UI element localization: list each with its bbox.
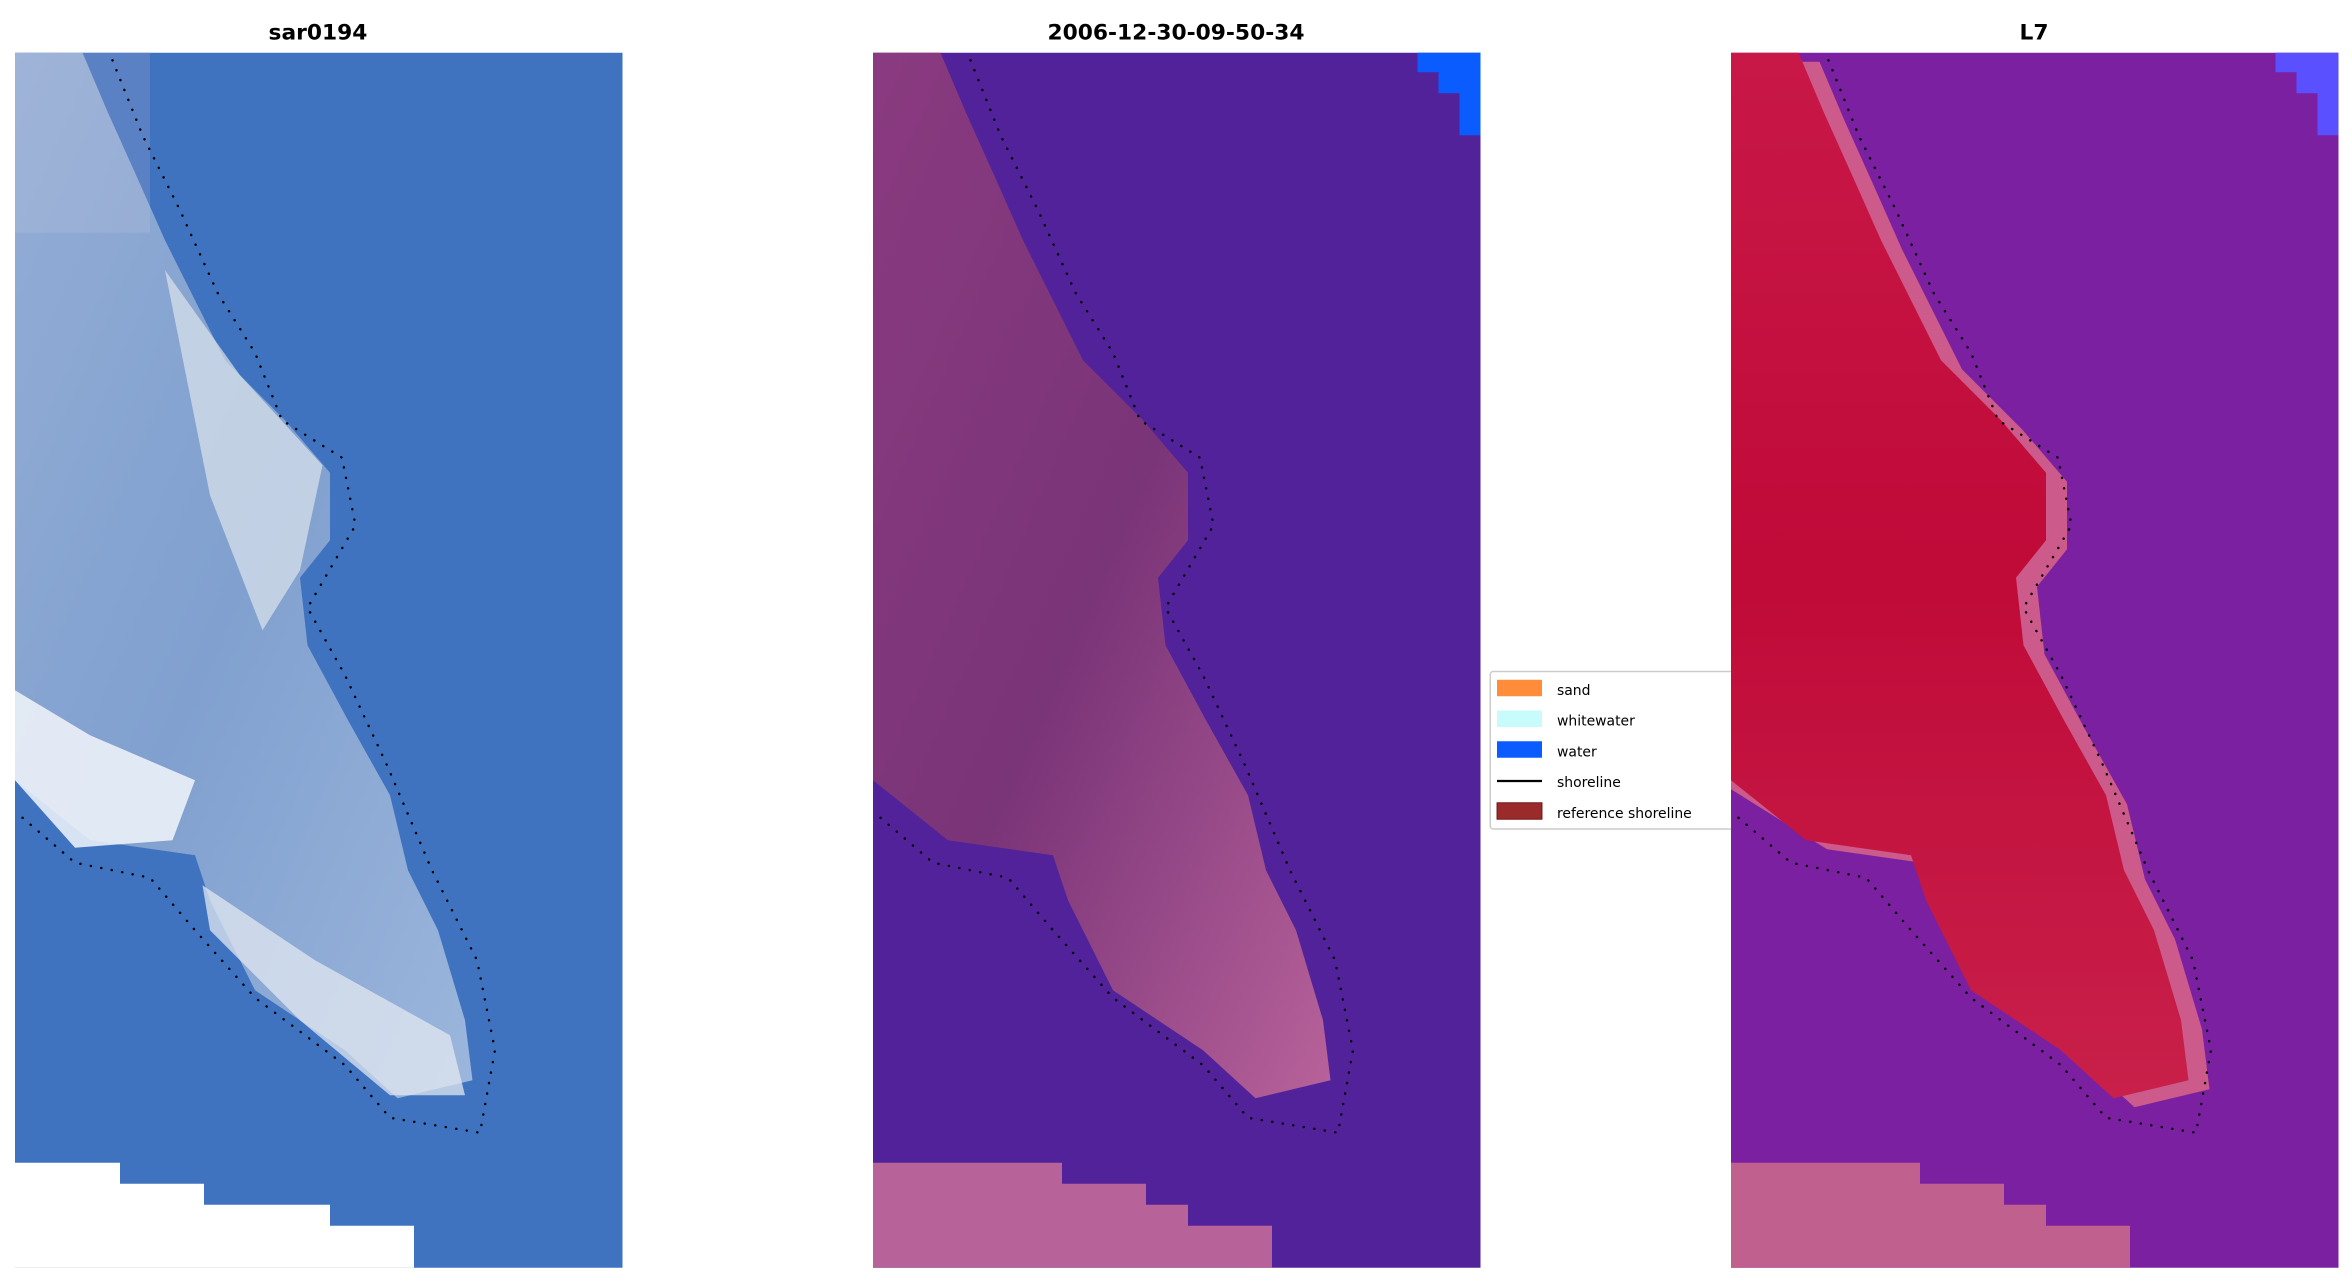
- water-corner: [1417, 52, 1481, 136]
- no-data-area: [15, 1162, 414, 1268]
- legend-swatch: [1497, 679, 1542, 697]
- legend-label: whitewater: [1557, 714, 1635, 730]
- legend-item: sand: [1497, 679, 1590, 699]
- panel-classified: 2006-12-30-09-50-34: [873, 20, 1481, 1268]
- panel-rgb: sar0194: [15, 20, 623, 1268]
- legend-swatch: [1497, 741, 1542, 758]
- legend-label: sand: [1557, 683, 1590, 699]
- land-region: [1731, 52, 2189, 1099]
- legend-swatch: [1497, 710, 1542, 727]
- legend-label: reference shoreline: [1557, 806, 1692, 822]
- legend-item: shoreline: [1497, 775, 1621, 791]
- legend-item: whitewater: [1497, 710, 1635, 730]
- legend-label: shoreline: [1557, 775, 1621, 791]
- panel-title: 2006-12-30-09-50-34: [1047, 20, 1304, 45]
- panel-title: sar0194: [269, 20, 368, 45]
- legend-item: reference shoreline: [1496, 802, 1692, 822]
- legend-item: water: [1497, 741, 1597, 760]
- legend: sand whitewater water shoreline reference sh…: [1489, 670, 1754, 830]
- sand-region: [873, 52, 1331, 1099]
- panel-title: L7: [2020, 20, 2049, 45]
- panel-l7: L7: [1731, 20, 2339, 1268]
- legend-swatch: [1496, 802, 1543, 820]
- legend-label: water: [1557, 744, 1597, 760]
